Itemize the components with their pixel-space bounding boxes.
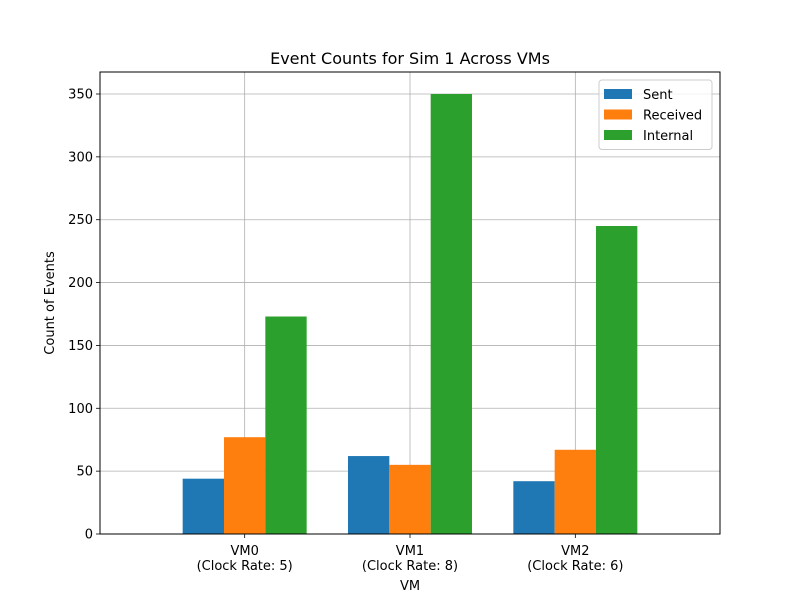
y-tick-label: 50 bbox=[76, 465, 93, 480]
x-tick-label: (Clock Rate: 5) bbox=[197, 559, 293, 574]
bar-sent bbox=[513, 481, 555, 534]
y-tick-label: 0 bbox=[85, 528, 93, 543]
bar-internal bbox=[265, 316, 307, 534]
bar-internal bbox=[430, 94, 472, 534]
chart-title: Event Counts for Sim 1 Across VMs bbox=[270, 49, 550, 68]
x-tick-label: VM2 bbox=[561, 544, 589, 559]
bars bbox=[182, 94, 638, 534]
bar-sent bbox=[182, 478, 224, 534]
bar-internal bbox=[596, 226, 638, 534]
x-tick-label: VM1 bbox=[396, 544, 424, 559]
y-tick-label: 150 bbox=[68, 339, 93, 354]
legend-swatch bbox=[604, 109, 632, 120]
legend: Sent Received Internal bbox=[598, 79, 713, 150]
x-tick-label: (Clock Rate: 6) bbox=[527, 559, 623, 574]
legend-label: Received bbox=[643, 109, 702, 124]
legend-label: Sent bbox=[643, 88, 673, 103]
y-tick-label: 300 bbox=[68, 150, 93, 165]
bar-received bbox=[554, 449, 596, 534]
y-axis: 0 50 100 150 200 250 300 350 bbox=[68, 88, 100, 543]
x-axis-label: VM bbox=[400, 579, 420, 594]
bar-received bbox=[389, 464, 431, 534]
bar-sent bbox=[348, 456, 390, 534]
bar-received bbox=[224, 437, 266, 534]
x-tick-label: (Clock Rate: 8) bbox=[362, 559, 458, 574]
y-tick-label: 350 bbox=[68, 88, 93, 103]
y-tick-label: 100 bbox=[68, 402, 93, 417]
legend-swatch bbox=[604, 130, 632, 140]
y-axis-label: Count of Events bbox=[43, 251, 58, 355]
x-axis: VM0(Clock Rate: 5) VM1(Clock Rate: 8) VM2(… bbox=[197, 534, 623, 574]
x-tick-label: VM0 bbox=[230, 544, 258, 559]
grid-lines bbox=[100, 72, 720, 535]
y-tick-label: 200 bbox=[68, 276, 93, 291]
y-tick-label: 250 bbox=[68, 213, 93, 228]
legend-swatch bbox=[604, 89, 632, 99]
legend-label: Internal bbox=[643, 129, 693, 144]
